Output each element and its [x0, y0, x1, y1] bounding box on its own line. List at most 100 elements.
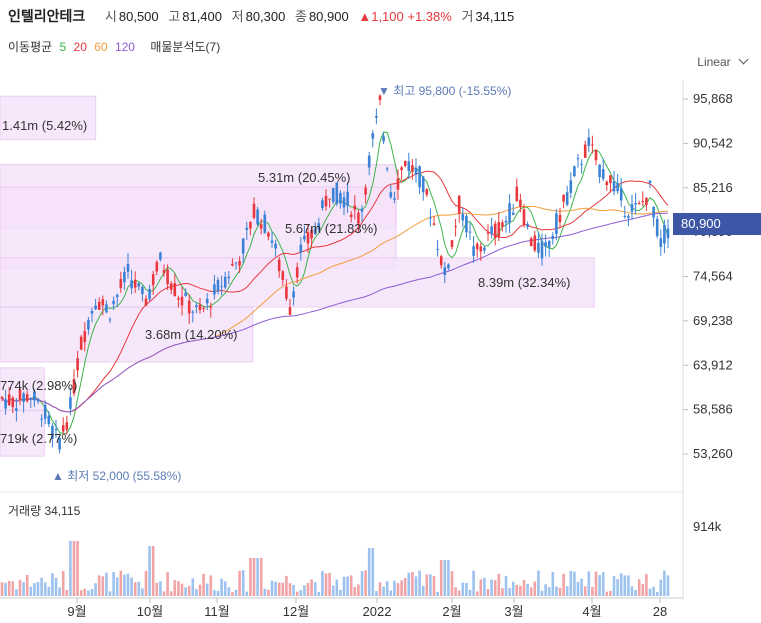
scale-dropdown[interactable]: Linear [697, 54, 749, 69]
volume-bar [173, 580, 177, 596]
volume-bar [198, 584, 202, 596]
candle-body [634, 202, 637, 205]
volume-bar [342, 576, 346, 596]
volume-bar [256, 558, 259, 596]
candle-body [54, 429, 58, 431]
volume-bar [155, 582, 159, 596]
candle-body [544, 242, 547, 247]
volume-bar [36, 582, 40, 596]
volume-bar [306, 582, 310, 596]
volume-profile-label: 8.39m (32.34%) [478, 275, 571, 290]
volume-bar [360, 571, 364, 596]
volume-profile-box [0, 367, 45, 411]
candle-body [295, 267, 299, 278]
volume-bar [357, 584, 360, 596]
volume-bar [65, 590, 69, 596]
candle-body [72, 378, 76, 394]
volume-bar [403, 577, 407, 596]
candle-body [533, 235, 537, 251]
volume-bar [591, 586, 594, 596]
candle-body [11, 397, 15, 408]
volume-bar [241, 570, 245, 596]
candle-body [414, 167, 418, 175]
volume-bar [537, 570, 540, 596]
volume-bar [259, 558, 263, 596]
volume-bar [418, 570, 421, 596]
volume-bar [33, 583, 36, 596]
change-value: ▲1,100 +1.38% [358, 9, 452, 24]
candle-body [619, 188, 623, 201]
candle-body [213, 284, 216, 295]
candle-body [267, 232, 270, 237]
volume-bar [587, 571, 591, 596]
volume-bar [457, 590, 461, 596]
candle-body [249, 221, 252, 229]
volume-bar [562, 573, 565, 596]
volume-bar [281, 582, 285, 596]
candle-body [119, 279, 123, 288]
candle-body [655, 218, 659, 237]
candle-body [472, 246, 475, 257]
candle-body [43, 405, 47, 419]
volume-bar [421, 585, 425, 596]
volume-bar [231, 591, 234, 596]
volume-bar [292, 584, 295, 596]
candle-body [522, 209, 526, 225]
volume-bar [616, 578, 619, 596]
candle-body [547, 241, 551, 248]
volume-bar [501, 588, 504, 596]
annotation-layer: ▼ 최고 95,800 (-15.55%) ▲ 최저 52,000 (55.58%… [0, 84, 571, 483]
candle-body [465, 216, 468, 233]
candle-body [659, 238, 663, 248]
scale-label: Linear [697, 55, 731, 69]
high-label: 고 [168, 9, 181, 24]
candle-body [540, 241, 544, 259]
candle-body [90, 310, 94, 314]
volume-bar [407, 572, 411, 596]
volume-profile-label: 5.31m (20.45%) [258, 170, 351, 185]
volume-bar [447, 560, 450, 596]
indicator-legend[interactable]: 이동평균 5 20 60 120 매물분석도(7) [8, 38, 224, 55]
candle-body [112, 300, 115, 305]
volume-bar [493, 580, 497, 596]
candle-body [605, 181, 609, 186]
candle-body [630, 204, 634, 212]
volume-bar [205, 583, 209, 596]
candle-body [22, 393, 25, 402]
volume-profile-label: 3.68m (14.20%) [145, 327, 238, 342]
volume-bar [15, 589, 18, 596]
candle-body [612, 181, 616, 192]
volume-bar [659, 579, 663, 596]
volume-bar [371, 548, 375, 596]
volume-bar [108, 591, 112, 596]
x-tick-label: 12월 [283, 604, 309, 619]
volume-bar [331, 585, 335, 596]
volume-bar [511, 581, 515, 596]
volume-bar [209, 575, 213, 596]
volume-bar [43, 582, 47, 596]
quote-header: 인텔리안테크 시 80,500 고 81,400 저 80,300 종 80,900 ▲… [8, 6, 514, 26]
volume-bar [47, 586, 51, 596]
candle-body [565, 192, 569, 205]
candle-body [375, 115, 378, 118]
candle-body [191, 311, 195, 313]
volume-bar [313, 582, 317, 596]
volume-bar [465, 582, 468, 596]
volume-bar [133, 582, 137, 596]
volume-bar [141, 588, 144, 596]
candle-body [627, 215, 630, 218]
volume-bar [274, 581, 277, 596]
volume-bar [220, 578, 223, 596]
candle-body [15, 408, 18, 411]
candle-body [429, 217, 432, 219]
volume-bar [648, 588, 652, 596]
volume-bar [468, 589, 472, 596]
candle-body [317, 223, 321, 230]
volume-axis-label: 914k [693, 519, 722, 534]
volume-bar [580, 578, 583, 596]
volume-bar [180, 583, 184, 596]
axis-layer: 95,86890,54285,21679,89074,56469,23863,9… [0, 80, 733, 619]
volume-bar [148, 546, 151, 596]
volume-bar [328, 572, 331, 596]
